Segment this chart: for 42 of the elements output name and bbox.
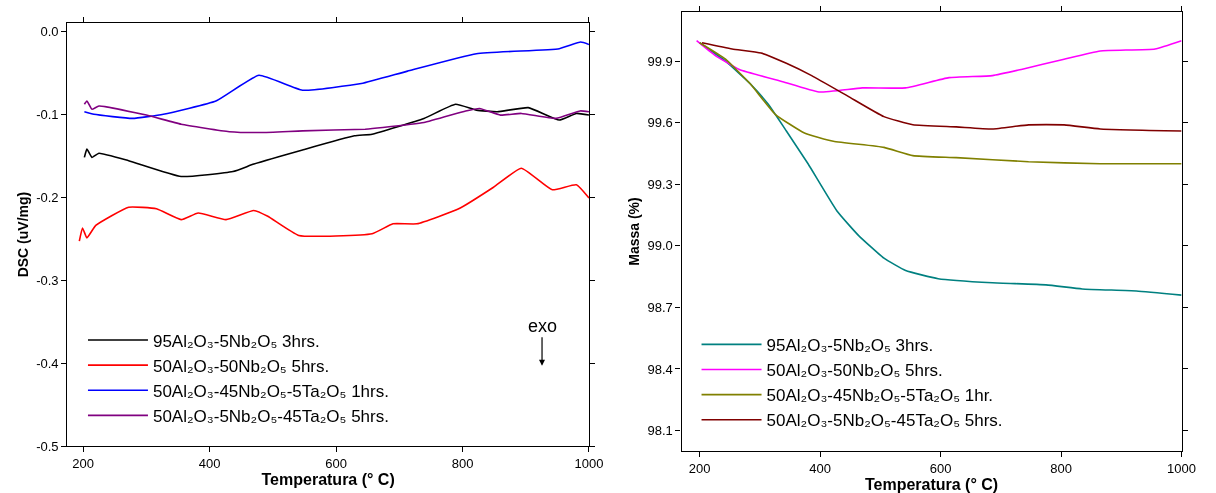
y-axis-title: Massa (%): [626, 197, 643, 266]
line-series: [83, 100, 589, 134]
x-tick-label: 400: [809, 460, 831, 476]
y-tick-label: -0.4: [36, 355, 59, 371]
y-tick-label: 99.6: [647, 115, 673, 131]
y-tick-label: 0.0: [40, 23, 59, 39]
legend-label: 50Al₂O₃-45Nb₂O₅-5Ta₂O₅ 1hr.: [766, 386, 994, 406]
y-tick-label: 98.1: [647, 423, 673, 439]
x-tick-label: 200: [688, 460, 711, 476]
x-tick-label: 1000: [1167, 460, 1197, 476]
x-axis-title: Temperatura (° C): [864, 475, 999, 493]
x-tick-label: 600: [929, 460, 952, 476]
y-tick-label: 98.4: [647, 361, 673, 377]
legend-label: 50Al₂O₃-50Nb₂O₅ 5hrs.: [766, 361, 943, 381]
line-series: [695, 39, 1182, 93]
y-tick-label: -0.1: [36, 106, 59, 122]
legend-label: 95Al₂O₃-5Nb₂O₅ 3hrs.: [766, 336, 934, 356]
y-tick-label: -0.3: [36, 272, 59, 288]
line-series: [83, 41, 589, 120]
y-tick-label: -0.5: [36, 438, 59, 454]
legend-label: 50Al₂O₃-45Nb₂O₅-5Ta₂O₅ 1hrs.: [152, 381, 389, 401]
legend-label: 50Al₂O₃-5Nb₂O₅-45Ta₂O₅ 5hrs.: [152, 406, 389, 426]
y-axis-title: DSC (uV/mg): [14, 191, 31, 278]
line-series: [78, 167, 589, 243]
annotation: exo: [528, 316, 558, 336]
legend-label: 95Al₂O₃-5Nb₂O₅ 3hrs.: [152, 331, 320, 351]
y-tick-label: 99.9: [647, 53, 673, 69]
x-tick-label: 200: [72, 455, 94, 471]
x-axis-title: Temperatura (° C): [261, 470, 395, 488]
x-tick-label: 1000: [574, 455, 604, 471]
legend-label: 50Al₂O₃-5Nb₂O₅-45Ta₂O₅ 5hrs.: [766, 411, 1003, 431]
line-series: [698, 41, 1182, 165]
y-tick-label: -0.2: [36, 189, 59, 205]
line-series: [701, 41, 1182, 132]
y-tick-label: 99.3: [647, 176, 673, 192]
x-tick-label: 800: [451, 455, 474, 471]
legend-label: 50Al₂O₃-50Nb₂O₅ 5hrs.: [152, 356, 330, 376]
x-tick-label: 400: [198, 455, 221, 471]
y-tick-label: 98.7: [647, 299, 673, 315]
y-tick-label: 99.0: [647, 238, 673, 254]
x-tick-label: 800: [1050, 460, 1072, 476]
x-tick-label: 600: [325, 455, 347, 471]
